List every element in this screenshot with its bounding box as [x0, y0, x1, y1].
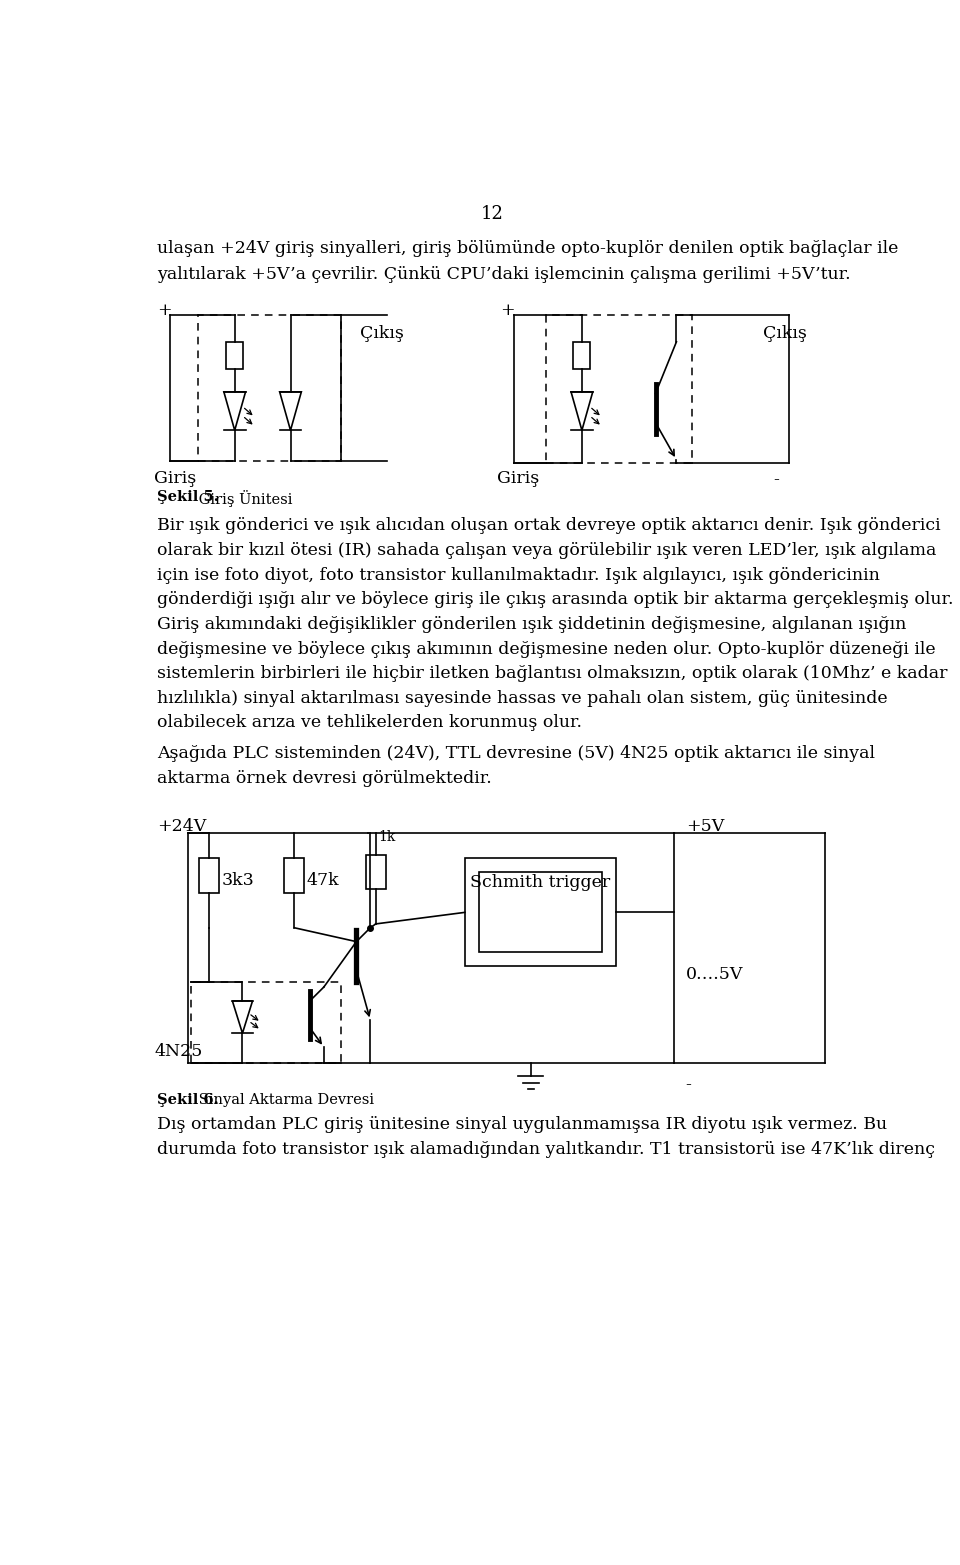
Text: durumda foto transistor ışık alamadığından yalıtkandır. T1 transistorü ise 47K’l: durumda foto transistor ışık alamadığınd…	[157, 1141, 935, 1158]
Text: hızlılıkla) sinyal aktarılması sayesinde hassas ve pahalı olan sistem, güç ünite: hızlılıkla) sinyal aktarılması sayesinde…	[157, 690, 888, 707]
Text: Çıkış: Çıkış	[763, 326, 807, 341]
Text: değişmesine ve böylece çıkış akımının değişmesine neden olur. Opto-kuplör düzene: değişmesine ve böylece çıkış akımının de…	[157, 640, 936, 657]
Bar	[198, 315, 341, 462]
Bar	[191, 981, 341, 1063]
Text: Şekil 6.: Şekil 6.	[157, 1094, 219, 1108]
Text: 12: 12	[481, 205, 503, 222]
Text: 1k: 1k	[378, 829, 396, 844]
Text: sistemlerin birbirleri ile hiçbir iletken bağlantısı olmaksızın, optik olarak (1: sistemlerin birbirleri ile hiçbir iletke…	[157, 665, 948, 682]
Text: Giriş: Giriş	[155, 470, 197, 487]
Bar	[465, 859, 616, 966]
Text: Bir ışık gönderici ve ışık alıcıdan oluşan ortak devreye optik aktarıcı denir. I: Bir ışık gönderici ve ışık alıcıdan oluş…	[157, 518, 941, 534]
Text: 47k: 47k	[307, 872, 340, 889]
Text: +24V: +24V	[157, 817, 206, 834]
Text: olarak bir kızıl ötesi (IR) sahada çalışan veya görülebilir ışık veren LED’ler, : olarak bir kızıl ötesi (IR) sahada çalış…	[157, 541, 937, 559]
Bar	[284, 859, 304, 894]
Text: Şekil 5.: Şekil 5.	[157, 490, 219, 504]
Text: Giriş akımındaki değişiklikler gönderilen ışık şiddetinin değişmesine, algılanan: Giriş akımındaki değişiklikler gönderile…	[157, 617, 906, 632]
Text: ulaşan +24V giriş sinyalleri, giriş bölümünde opto-kuplör denilen optik bağlaçla: ulaşan +24V giriş sinyalleri, giriş bölü…	[157, 239, 899, 257]
Text: olabilecek arıza ve tehlikelerden korunmuş olur.: olabilecek arıza ve tehlikelerden korunm…	[157, 715, 582, 731]
Text: Giriş: Giriş	[496, 470, 539, 487]
Text: Aşağıda PLC sisteminden (24V), TTL devresine (5V) 4N25 optik aktarıcı ile sinyal: Aşağıda PLC sisteminden (24V), TTL devre…	[157, 745, 876, 762]
Bar	[227, 341, 243, 369]
Bar	[366, 854, 386, 889]
Text: Schmith trigger: Schmith trigger	[470, 873, 611, 890]
Text: +: +	[500, 302, 515, 319]
Text: gönderdiği ışığı alır ve böylece giriş ile çıkış arasında optik bir aktarma gerç: gönderdiği ışığı alır ve böylece giriş i…	[157, 592, 953, 609]
Text: aktarma örnek devresi görülmektedir.: aktarma örnek devresi görülmektedir.	[157, 770, 492, 787]
Bar	[479, 872, 602, 953]
Text: +: +	[157, 302, 172, 319]
Text: Sinyal Aktarma Devresi: Sinyal Aktarma Devresi	[194, 1094, 374, 1108]
Text: Çıkış: Çıkış	[360, 326, 404, 341]
Text: -: -	[774, 471, 780, 488]
Bar	[546, 315, 692, 463]
Text: Dış ortamdan PLC giriş ünitesine sinyal uygulanmamışsa IR diyotu ışık vermez. Bu: Dış ortamdan PLC giriş ünitesine sinyal …	[157, 1116, 887, 1133]
Text: +5V: +5V	[685, 817, 724, 834]
Text: 3k3: 3k3	[222, 872, 254, 889]
Text: -: -	[685, 1077, 691, 1094]
Text: için ise foto diyot, foto transistor kullanılmaktadır. Işık algılayıcı, ışık gön: için ise foto diyot, foto transistor kul…	[157, 567, 880, 584]
Text: 0….5V: 0….5V	[685, 966, 743, 983]
Text: yalıtılarak +5V’a çevrilir. Çünkü CPU’daki işlemcinin çalışma gerilimi +5V’tur.: yalıtılarak +5V’a çevrilir. Çünkü CPU’da…	[157, 266, 851, 283]
Bar	[573, 341, 590, 369]
Bar	[199, 859, 219, 894]
Text: 4N25: 4N25	[155, 1044, 203, 1060]
Text: Giriş Ünitesi: Giriş Ünitesi	[194, 490, 293, 507]
